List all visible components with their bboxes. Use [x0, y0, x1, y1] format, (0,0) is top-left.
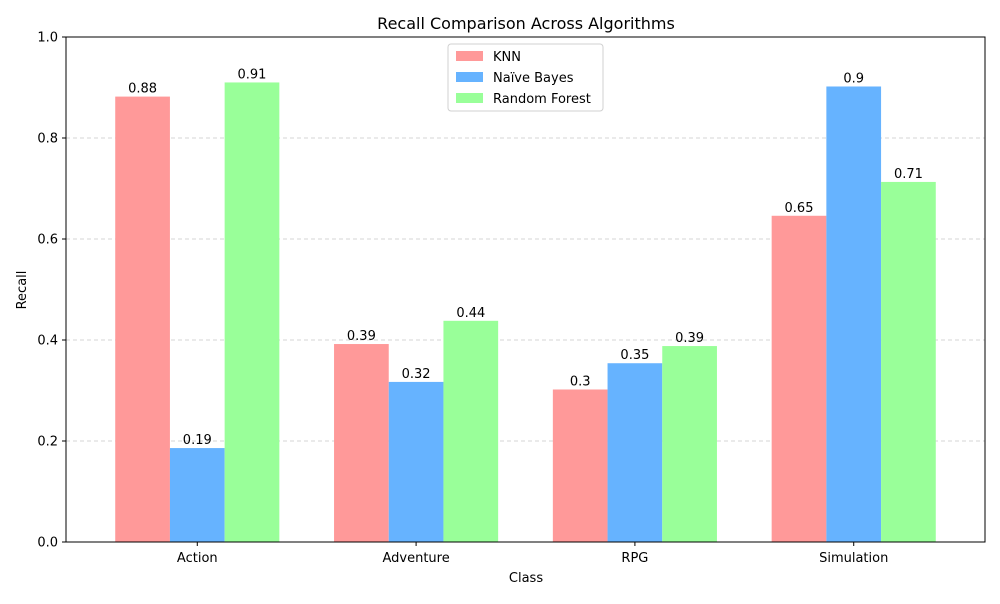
- y-tick-label: 0.0: [37, 536, 58, 551]
- data-labels: 0.88 0.19 0.91 0.39 0.32 0.44 0.3 0.35 0.39 0.65 0…: [128, 67, 923, 448]
- data-label: 0.3: [570, 374, 591, 389]
- y-tick-label: 1.0: [37, 31, 58, 46]
- y-tick-label: 0.6: [37, 233, 58, 248]
- x-tick-label: Simulation: [819, 551, 888, 566]
- y-tick-label: 0.8: [37, 132, 58, 147]
- bar: [115, 96, 170, 542]
- y-axis-label: Recall: [15, 271, 30, 310]
- data-label: 0.35: [620, 348, 649, 363]
- x-tick-label: RPG: [621, 551, 648, 566]
- data-label: 0.9: [843, 71, 864, 86]
- legend: KNN Naïve Bayes Random Forest: [447, 43, 604, 112]
- chart-title: Recall Comparison Across Algorithms: [377, 14, 675, 33]
- data-label: 0.39: [675, 331, 704, 346]
- legend-box: [447, 43, 604, 112]
- bar: [224, 82, 280, 542]
- bar: [662, 346, 717, 542]
- plot-frame: [65, 36, 986, 543]
- bar: [388, 381, 444, 542]
- x-tick-label: Action: [177, 551, 218, 566]
- data-label: 0.44: [456, 306, 485, 321]
- legend-swatch: [456, 93, 483, 103]
- y-tick-label: 0.4: [37, 334, 58, 349]
- bar: [334, 344, 389, 542]
- data-label: 0.19: [183, 433, 212, 448]
- bar: [771, 215, 827, 542]
- data-label: 0.91: [238, 67, 267, 82]
- data-label: 0.88: [128, 82, 157, 97]
- bar: [552, 389, 608, 542]
- x-axis-ticks: Action Adventure RPG Simulation: [177, 542, 888, 566]
- legend-label: Naïve Bayes: [493, 71, 574, 86]
- bar: [607, 363, 663, 542]
- x-axis-label: Class: [509, 571, 543, 586]
- bar: [169, 448, 225, 542]
- data-label: 0.39: [347, 329, 376, 344]
- bar: [881, 181, 936, 542]
- bars: [115, 82, 936, 543]
- y-axis-ticks: 0.0 0.2 0.4 0.6 0.8 1.0: [37, 31, 66, 551]
- y-tick-label: 0.2: [37, 435, 58, 450]
- legend-swatch: [456, 51, 483, 61]
- legend-label: Random Forest: [493, 92, 591, 107]
- x-tick-label: Adventure: [382, 551, 449, 566]
- bar: [443, 320, 499, 542]
- bar: [826, 86, 882, 543]
- legend-label: KNN: [493, 50, 521, 65]
- data-label: 0.32: [402, 367, 431, 382]
- legend-swatch: [456, 72, 483, 82]
- data-label: 0.65: [785, 201, 814, 216]
- data-label: 0.71: [894, 167, 923, 182]
